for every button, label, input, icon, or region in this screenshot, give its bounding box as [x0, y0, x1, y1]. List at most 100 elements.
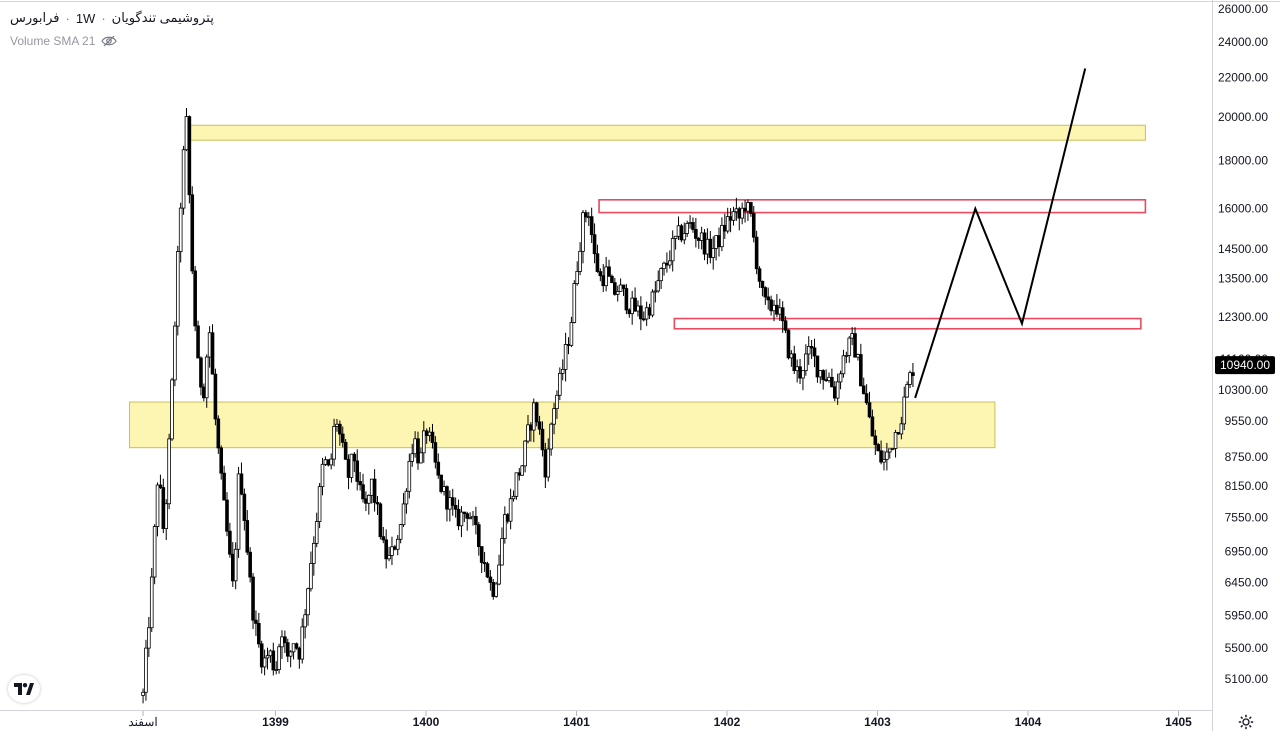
- candle-body: [202, 386, 206, 399]
- candle-body: [653, 290, 658, 293]
- candle-body: [601, 275, 606, 287]
- candle-body: [908, 372, 912, 385]
- projection-path: [914, 68, 1087, 399]
- candle-body: [751, 213, 756, 238]
- candle-body: [882, 459, 886, 463]
- candle-body: [725, 216, 730, 232]
- candle-body: [531, 402, 536, 431]
- candle-body: [303, 614, 307, 628]
- candle-body: [902, 396, 907, 425]
- candle-body: [804, 353, 808, 372]
- interval-label[interactable]: 1W: [75, 10, 96, 26]
- settings-gear-icon[interactable]: [1238, 714, 1254, 730]
- time-tick-label: 1401: [563, 715, 590, 729]
- candle-body: [271, 650, 276, 671]
- candle-body: [676, 225, 681, 237]
- eye-crossed-icon[interactable]: [101, 35, 118, 47]
- candle-body: [711, 247, 716, 258]
- tradingview-logo-icon: [14, 683, 34, 695]
- candle-body: [465, 513, 470, 519]
- candle-body: [665, 262, 669, 266]
- candle-body: [398, 524, 403, 540]
- candle-body: [161, 487, 166, 529]
- candle-body: [523, 440, 527, 467]
- candle-body: [381, 536, 386, 541]
- candle-body: [424, 430, 429, 436]
- candle-body: [190, 194, 195, 272]
- candle-body: [589, 216, 594, 236]
- candle-body: [560, 369, 565, 374]
- candle-body: [277, 646, 281, 670]
- candle-body: [442, 486, 446, 492]
- candle-body: [393, 546, 397, 550]
- candle-body: [268, 650, 273, 657]
- candle-body: [714, 235, 718, 249]
- candle-body: [245, 520, 250, 553]
- candle-body: [274, 669, 278, 671]
- candle-body: [312, 542, 316, 564]
- price-tick-label: 14500.00: [1218, 242, 1268, 256]
- candle-body: [890, 448, 895, 450]
- candle-body: [818, 370, 823, 378]
- candle-body: [749, 202, 753, 214]
- candle-body: [644, 307, 649, 320]
- candle-body: [491, 582, 496, 597]
- candle-body: [482, 562, 487, 565]
- candle-body: [586, 216, 591, 219]
- candle-body: [801, 370, 805, 379]
- candle-body: [239, 473, 244, 495]
- tradingview-logo[interactable]: [8, 675, 40, 703]
- candle-body: [367, 494, 371, 504]
- candle-body: [178, 207, 183, 252]
- candle-body: [309, 563, 313, 590]
- candle-body: [743, 207, 747, 212]
- candle-body: [410, 453, 415, 462]
- candle-body: [520, 465, 525, 476]
- candle-body: [746, 202, 750, 212]
- candle-body: [335, 423, 339, 427]
- price-axis[interactable]: 26000.00 24000.00 22000.00 20000.00 18000.00…: [1218, 2, 1268, 686]
- last-price-layer: 10940.00: [1215, 356, 1275, 375]
- candle-body: [340, 433, 345, 443]
- time-axis[interactable]: اسفند 1399 1400 1401 1402 1403 1404 1405: [128, 711, 1192, 729]
- candle-body: [584, 212, 588, 218]
- candle-body: [306, 588, 310, 616]
- candle-body: [786, 329, 791, 359]
- legend-separator: ·: [65, 10, 70, 26]
- candle-body: [236, 473, 241, 550]
- candle-body: [401, 503, 406, 526]
- candle-body: [508, 498, 513, 522]
- candle-body: [494, 583, 498, 597]
- candle-body: [798, 366, 802, 379]
- candle-body: [656, 280, 661, 292]
- candle-body: [754, 236, 759, 270]
- candle-body: [636, 305, 640, 312]
- candle-body: [265, 655, 270, 659]
- candles-layer: [141, 108, 915, 704]
- time-tick-label: 1399: [262, 715, 289, 729]
- candle-body: [471, 515, 475, 519]
- candle-body: [225, 499, 229, 532]
- candle-body: [563, 344, 568, 370]
- candle-body: [720, 224, 724, 248]
- candle-body: [569, 322, 574, 346]
- time-tick-label: اسفند: [128, 715, 157, 729]
- symbol-label[interactable]: پتروشیمی تندگویان: [111, 10, 214, 25]
- candle-body: [705, 238, 710, 255]
- candle-body: [552, 408, 556, 425]
- candle-body: [844, 354, 849, 357]
- candle-body: [349, 453, 354, 478]
- indicator-legend[interactable]: Volume SMA 21: [10, 34, 118, 48]
- chart-legend[interactable]: فرابورس · 1W · پتروشیمی تندگویان: [10, 10, 214, 26]
- candle-body: [254, 619, 258, 624]
- candle-body: [173, 325, 177, 381]
- candle-body: [416, 438, 420, 464]
- candle-body: [870, 416, 875, 437]
- candle-body: [450, 497, 455, 506]
- candle-body: [864, 393, 869, 404]
- candle-body: [372, 478, 377, 503]
- candle-body: [387, 555, 391, 560]
- candle-body: [911, 372, 915, 376]
